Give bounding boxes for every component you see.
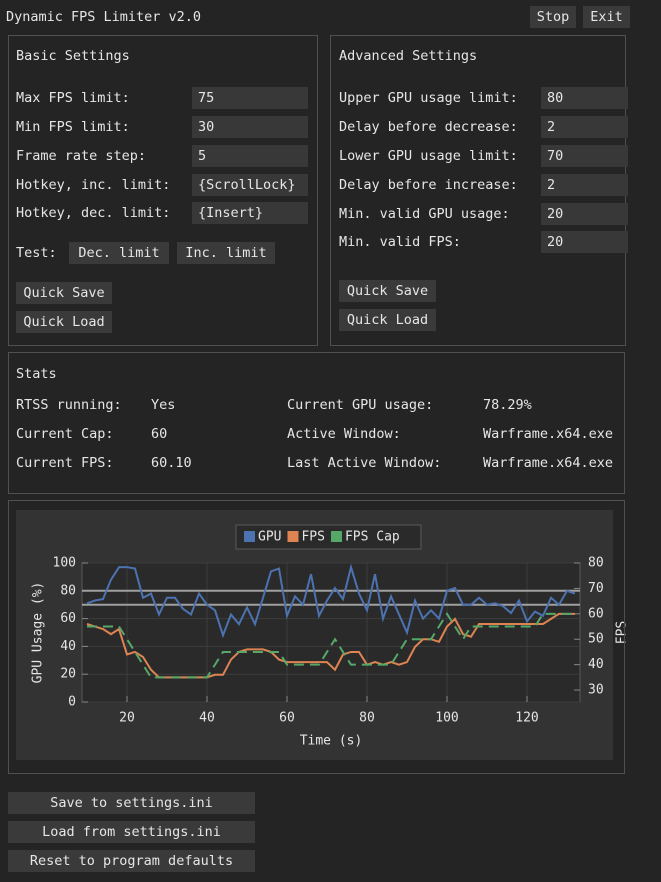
field-input[interactable]: {ScrollLock} [192, 174, 308, 196]
field-label: Hotkey, inc. limit: [16, 177, 171, 193]
stat-value: 60.10 [151, 455, 192, 471]
field-label: Min. valid FPS: [339, 234, 461, 250]
section-title: Stats [16, 366, 57, 382]
field-label: Frame rate step: [16, 148, 147, 164]
field-input[interactable]: {Insert} [192, 202, 308, 224]
field-input[interactable]: 75 [192, 87, 308, 109]
stat-label: RTSS running: [16, 397, 122, 413]
stat-value: Warframe.x64.exe [483, 426, 614, 442]
field-label: Hotkey, dec. limit: [16, 205, 171, 221]
quick-load-button[interactable]: Quick Load [16, 311, 112, 333]
stats-panel [8, 352, 625, 494]
stat-label: Current Cap: [16, 426, 114, 442]
field-input[interactable]: 20 [541, 203, 628, 225]
stat-label: Current GPU usage: [287, 397, 434, 413]
field-label: Max FPS limit: [16, 90, 130, 106]
stat-value: Yes [151, 397, 176, 413]
footer-button[interactable]: Save to settings.ini [8, 792, 255, 814]
stop-button[interactable]: Stop [530, 6, 576, 28]
quick-load-button[interactable]: Quick Load [339, 309, 436, 331]
exit-button[interactable]: Exit [583, 6, 630, 28]
test-button[interactable]: Dec. limit [69, 242, 169, 264]
stat-value: 60 [151, 426, 168, 442]
stat-value: Warframe.x64.exe [483, 455, 614, 471]
field-input[interactable]: 30 [192, 116, 308, 138]
field-label: Lower GPU usage limit: [339, 148, 518, 164]
chart-panel [8, 500, 625, 774]
section-title: Basic Settings [16, 48, 130, 64]
footer-button[interactable]: Reset to program defaults [8, 850, 255, 872]
section-title: Advanced Settings [339, 48, 478, 64]
test-button[interactable]: Inc. limit [177, 242, 275, 264]
stat-label: Active Window: [287, 426, 401, 442]
field-input[interactable]: 80 [541, 87, 628, 109]
window-title: Dynamic FPS Limiter v2.0 [6, 9, 202, 25]
footer-button[interactable]: Load from settings.ini [8, 821, 255, 843]
field-label: Min. valid GPU usage: [339, 206, 510, 222]
quick-save-button[interactable]: Quick Save [16, 282, 112, 304]
field-input[interactable]: 2 [541, 116, 628, 138]
field-input[interactable]: 20 [541, 231, 628, 253]
stat-label: Current FPS: [16, 455, 114, 471]
quick-save-button[interactable]: Quick Save [339, 280, 436, 302]
field-input[interactable]: 5 [192, 145, 308, 167]
field-label: Upper GPU usage limit: [339, 90, 518, 106]
field-input[interactable]: 70 [541, 145, 628, 167]
field-label: Delay before decrease: [339, 119, 518, 135]
field-label: Delay before increase: [339, 177, 518, 193]
field-input[interactable]: 2 [541, 174, 628, 196]
test-label: Test: [16, 245, 57, 261]
field-label: Min FPS limit: [16, 119, 130, 135]
stat-label: Last Active Window: [287, 455, 442, 471]
basic-panel [8, 35, 318, 346]
stat-value: 78.29% [483, 397, 532, 413]
